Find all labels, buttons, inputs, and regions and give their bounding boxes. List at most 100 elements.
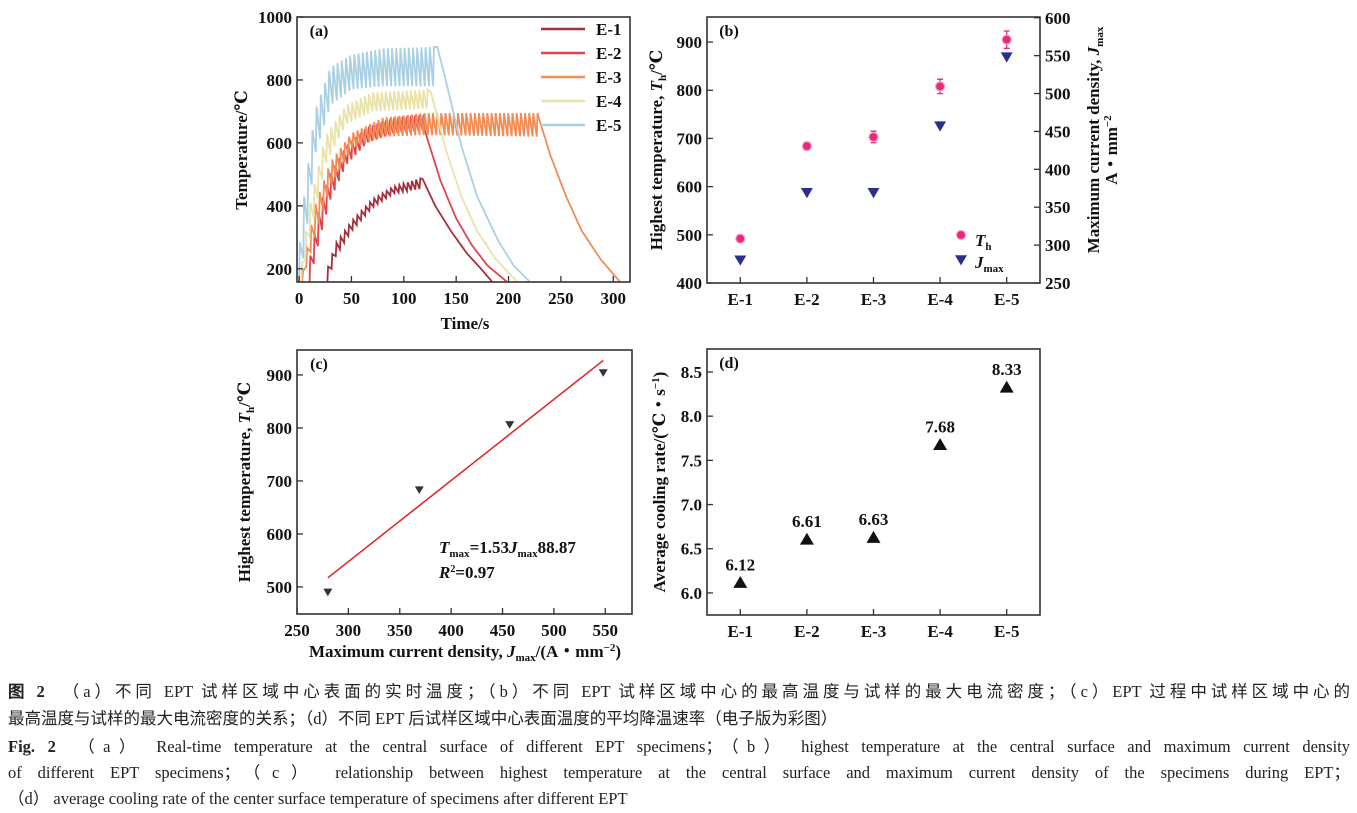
data-point — [414, 486, 424, 495]
y-axis-label-right-unit: A・mm−2 — [1102, 115, 1121, 185]
y-tick-label: 250 — [1045, 274, 1071, 293]
tspan: /(A・mm — [535, 642, 604, 661]
r-squared: R2=0.97 — [438, 563, 495, 582]
tspan: Maximum current density, — [309, 642, 507, 661]
tspan: 2 — [450, 564, 455, 575]
legend-item: E-3 — [541, 68, 622, 87]
x-tick-label: E-1 — [728, 290, 754, 309]
tspan: A・mm — [1102, 127, 1121, 185]
tspan: max — [1094, 26, 1106, 47]
legend-var: J — [974, 253, 984, 272]
plot-frame — [296, 16, 631, 283]
caption-en-line-1: Fig. 2 （a） Real-time temperature at the c… — [8, 737, 1351, 756]
panel-label: (b) — [719, 23, 739, 40]
y-tick-label: 800 — [267, 71, 293, 90]
y-tick-label: 450 — [1045, 122, 1071, 141]
tspan: ) — [615, 642, 621, 661]
tspan: T — [647, 80, 666, 91]
legend-item: E-4 — [541, 92, 622, 111]
tspan: max — [449, 548, 470, 560]
tspan: Highest temperature, — [235, 423, 254, 582]
data-point — [733, 576, 748, 588]
x-tick-label: E-1 — [728, 622, 754, 641]
caption-en-line-3: （d） average cooling rate of the center s… — [8, 789, 628, 808]
data-point — [999, 380, 1014, 393]
panel-b-chart: E-1 E-2 E-3 E-4 E-5 400 500 600 700 800 900 250 300 3… — [647, 9, 1121, 309]
legend-label: E-4 — [596, 92, 622, 111]
legend-label-jmax: Jmax — [974, 253, 1004, 275]
legend-label: E-2 — [596, 44, 622, 63]
x-tick-label: E-4 — [927, 622, 953, 641]
data-point-th — [868, 131, 879, 143]
tspan: T — [439, 538, 450, 557]
y-axis-label: Highest temperature, Th/℃ — [235, 382, 257, 582]
x-axis-label: Maximum current density, Jmax/(A・mm−2) — [309, 642, 621, 664]
caption-cn-line-1: 图 2 （a）不同 EPT 试样区域中心表面的实时温度；（b）不同 EPT 试样区… — [8, 682, 1351, 701]
series-line-e-5 — [298, 45, 531, 282]
data-label: 7.68 — [925, 417, 955, 436]
legend-label-th: Th — [975, 231, 992, 253]
data-point-th — [735, 233, 746, 244]
tspan: h — [245, 407, 257, 413]
legend-sub: max — [984, 263, 1005, 275]
data-point — [933, 438, 948, 451]
tspan: ) — [650, 372, 669, 378]
data-point — [505, 421, 515, 429]
tspan: −1 — [650, 377, 662, 389]
legend-label: E-3 — [596, 68, 622, 87]
data-point-th — [934, 81, 946, 92]
y-tick-label: 400 — [677, 274, 703, 293]
tspan: R — [438, 563, 450, 582]
x-tick-label: 150 — [443, 289, 469, 308]
legend-marker-th — [955, 229, 967, 241]
x-axis-label: Time/s — [441, 314, 490, 333]
data-label: 8.33 — [992, 360, 1022, 379]
plot-frame — [296, 349, 633, 615]
figure-2: 0 50 100 150 200 250 300 200 400 600 800 1000 (a) Tim… — [232, 8, 1121, 664]
tspan: −2 — [1102, 115, 1114, 127]
x-tick-label: 100 — [391, 289, 417, 308]
data-point-jmax — [1000, 52, 1013, 63]
y-tick-label: 200 — [267, 260, 293, 279]
y-tick-label: 6.5 — [681, 540, 702, 559]
data-point-jmax — [934, 121, 947, 132]
x-tick-label: 400 — [438, 621, 464, 640]
x-tick-label: 300 — [336, 621, 362, 640]
series-line-e-1 — [326, 177, 493, 282]
y-tick-label: 1000 — [258, 8, 292, 27]
legend-item: E-5 — [541, 116, 622, 135]
y-tick-label: 800 — [267, 419, 293, 438]
fit-equation: Tmax=1.53Jmax88.87 — [439, 538, 576, 560]
legend-label: E-5 — [596, 116, 622, 135]
panel-label: (d) — [719, 355, 739, 372]
tspan: 88.87 — [538, 538, 577, 557]
y-tick-label: 400 — [1045, 160, 1071, 179]
y-tick-label: 600 — [267, 525, 293, 544]
x-tick-label: E-2 — [794, 622, 820, 641]
y-tick-label: 7.5 — [681, 451, 702, 470]
tspan: =0.97 — [455, 563, 495, 582]
data-point — [598, 369, 608, 377]
data-point-jmax — [734, 255, 747, 266]
x-tick-label: 350 — [387, 621, 413, 640]
x-tick-label: E-4 — [927, 290, 953, 309]
x-tick-label: E-5 — [994, 290, 1020, 309]
y-tick-label: 600 — [677, 178, 703, 197]
y-tick-label: 500 — [1045, 85, 1071, 104]
series-line-e-3 — [301, 112, 621, 282]
y-tick-label: 300 — [1045, 236, 1071, 255]
tspan: Average cooling rate/(℃・s — [650, 389, 669, 593]
data-point-th — [801, 141, 813, 152]
data-point — [799, 532, 814, 545]
y-tick-label: 400 — [267, 197, 293, 216]
tspan: T — [235, 412, 254, 423]
y-tick-label: 8.5 — [681, 363, 702, 382]
y-tick-label: 350 — [1045, 198, 1071, 217]
x-tick-label: 250 — [548, 289, 574, 308]
x-tick-label: 0 — [295, 289, 304, 308]
x-tick-label: 300 — [600, 289, 626, 308]
data-label: 6.63 — [859, 510, 889, 529]
y-tick-label: 500 — [677, 226, 703, 245]
series-line-e-4 — [300, 87, 518, 282]
caption-en-line-2: of different EPT specimens；（c） relations… — [8, 763, 1350, 782]
